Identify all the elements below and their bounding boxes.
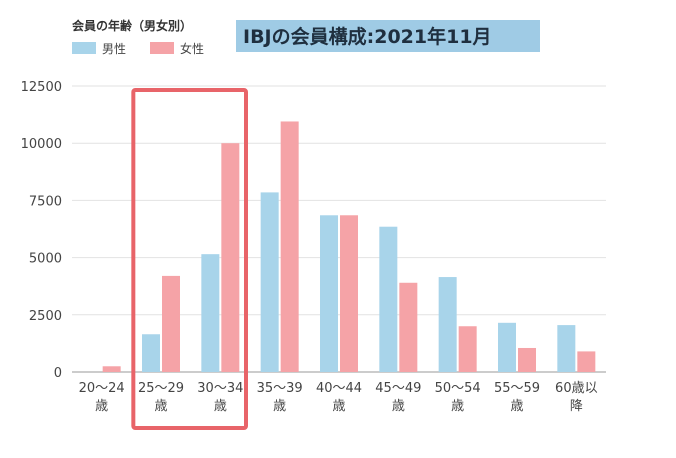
y-tick-label: 0 — [54, 366, 62, 381]
x-tick-label: 歳 — [273, 399, 286, 414]
bar-male — [142, 334, 160, 372]
bar-male — [201, 254, 220, 372]
x-tick-label: 歳 — [332, 399, 345, 414]
x-tick-label: 30〜34 — [197, 381, 243, 396]
bar-female — [458, 326, 477, 372]
x-tick-label: 歳 — [214, 399, 227, 414]
x-tick-label: 60歳以 — [555, 381, 598, 396]
bar-male — [438, 277, 457, 372]
x-tick-label: 40〜44 — [316, 381, 362, 396]
bars — [102, 121, 596, 373]
y-tick-label: 12500 — [21, 80, 62, 95]
grid-lines — [72, 85, 606, 373]
legend-title: 会員の年齢（男女別） — [72, 18, 192, 33]
highlight-rect — [131, 88, 248, 430]
bar-female — [221, 143, 240, 372]
bar-female — [340, 215, 358, 372]
bar-female — [102, 366, 121, 372]
legend-label: 男性 — [102, 42, 126, 56]
y-tick-label: 10000 — [21, 137, 62, 152]
legend-swatch — [150, 42, 174, 54]
y-tick-label: 2500 — [29, 309, 62, 324]
chart-title: IBJの会員構成:2021年11月 — [243, 25, 492, 48]
bar-male — [320, 215, 338, 372]
y-tick-label: 5000 — [29, 252, 62, 267]
x-tick-label: 歳 — [510, 399, 523, 414]
x-axis: 20〜24 歳 25〜29 歳 30〜34 歳 35〜39 歳 40〜44 歳 45〜49 歳 50〜5… — [79, 381, 598, 414]
x-tick-label: 55〜59 — [494, 381, 540, 396]
bar-female — [399, 282, 418, 372]
legend-swatch — [72, 42, 96, 54]
bar-female — [162, 275, 180, 372]
highlight-box — [131, 88, 248, 430]
x-tick-label: 45〜49 — [375, 381, 421, 396]
bar-male — [260, 192, 279, 372]
x-tick-label: 歳 — [392, 399, 405, 414]
x-tick-label: 歳 — [95, 399, 108, 414]
bar-female — [518, 347, 536, 372]
y-axis: 0 2500 5000 7500 10000 12500 — [21, 80, 62, 381]
title-highlight — [236, 20, 540, 52]
legend: 男性 女性 — [72, 41, 204, 56]
x-tick-label: 25〜29 — [138, 381, 184, 396]
bar-female — [577, 351, 596, 372]
x-tick-label: 歳 — [154, 399, 167, 414]
y-tick-label: 7500 — [29, 194, 62, 209]
bar-female — [280, 121, 299, 373]
x-tick-label: 降 — [570, 399, 583, 414]
x-tick-label: 歳 — [451, 399, 464, 414]
x-tick-label: 20〜24 — [79, 381, 125, 396]
bar-male — [379, 226, 398, 372]
bar-male — [557, 325, 576, 372]
bar-male — [498, 322, 516, 372]
x-tick-label: 35〜39 — [257, 381, 303, 396]
legend-label: 女性 — [180, 41, 204, 56]
x-tick-label: 50〜54 — [435, 381, 481, 396]
